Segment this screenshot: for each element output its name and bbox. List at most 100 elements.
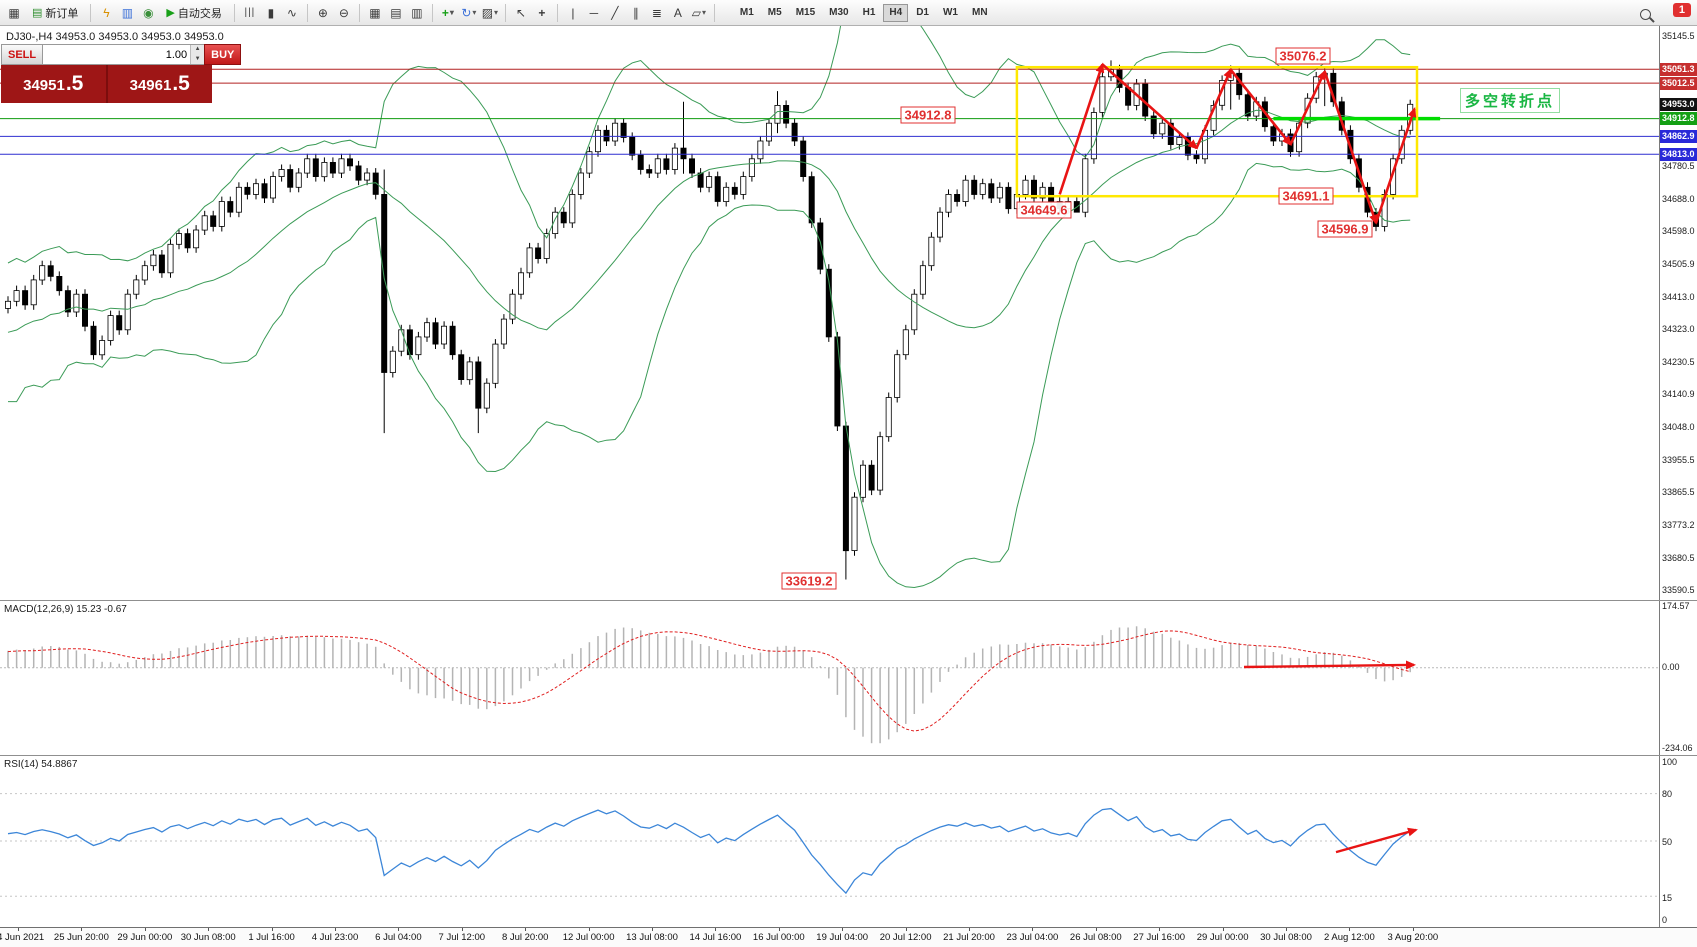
price-scale[interactable]: 35145.5 34780.5 34688.0 34598.0 34505.9 34413… xyxy=(1659,26,1697,927)
annotation-resistance-price[interactable]: 35076.2 xyxy=(1275,47,1331,65)
timeframe-m15[interactable]: M15 xyxy=(790,4,821,22)
time-tick xyxy=(969,928,970,931)
rsi-trend-arrow[interactable] xyxy=(1335,827,1418,854)
volume-up-button[interactable]: ▲ xyxy=(191,45,205,55)
annotation-swing-low-price[interactable]: 34596.9 xyxy=(1317,220,1373,238)
chart-template-icon[interactable]: ▨ ▾ xyxy=(480,3,500,23)
timeframe-h1[interactable]: H1 xyxy=(857,4,882,22)
rsi-indicator-chart[interactable] xyxy=(0,756,1659,927)
line-chart-icon[interactable]: ∿ xyxy=(282,3,302,23)
macd-scale-top: 174.57 xyxy=(1662,601,1690,611)
time-tick xyxy=(1159,928,1161,931)
toolbar-separator xyxy=(90,3,92,22)
main-price-chart[interactable] xyxy=(0,26,1659,601)
time-label: 12 Jul 00:00 xyxy=(562,932,615,943)
time-label: 6 Jul 04:00 xyxy=(375,932,422,943)
timeframe-h4[interactable]: H4 xyxy=(883,3,909,22)
search-button[interactable] xyxy=(1640,7,1651,25)
crosshair-icon[interactable]: + xyxy=(532,3,552,23)
rsi-scale-100: 100 xyxy=(1662,757,1678,767)
chart-window-icon[interactable]: ▥ xyxy=(117,3,137,23)
rsi-scale-0: 0 xyxy=(1662,915,1668,925)
annotation-major-low-price[interactable]: 33619.2 xyxy=(781,572,837,590)
market-watch-icon[interactable]: ◉ xyxy=(138,3,158,23)
zoom-in-icon[interactable]: ⊕ xyxy=(313,3,333,23)
auto-trading-button[interactable]: ▶ 自动交易 xyxy=(159,3,228,23)
panel-separator[interactable] xyxy=(0,600,1697,601)
tile-windows-icon[interactable]: ▦ xyxy=(365,3,385,23)
time-label: 8 Jul 20:00 xyxy=(501,932,549,943)
timeframe-m5[interactable]: M5 xyxy=(762,4,788,22)
one-click-trade-panel: SELL ▲ ▼ BUY 34951 .5 34961 .5 xyxy=(1,44,242,103)
bar-chart-icon[interactable]: ||| xyxy=(240,3,260,23)
toolbar: ▦ ▤ 新订单 ϟ ▥ ◉ ▶ 自动交易 ||| ▮ ∿ ⊕ ⊖ ▦ ▤ ▥ +… xyxy=(0,0,1697,26)
cursor-icon[interactable]: ↖ xyxy=(511,3,531,23)
time-label: 19 Jul 04:00 xyxy=(816,932,869,943)
search-icon xyxy=(1640,9,1651,20)
buy-button[interactable]: BUY xyxy=(204,44,242,65)
zigzag-arrow[interactable] xyxy=(1058,62,1105,195)
horizontal-line-tool-icon[interactable]: ─ xyxy=(584,3,604,23)
dropdown-icon: ▾ xyxy=(472,8,477,17)
volume-down-button[interactable]: ▼ xyxy=(191,54,205,64)
shapes-tool-icon[interactable]: ▱ ▾ xyxy=(689,3,709,23)
toolbar-separator xyxy=(358,3,360,22)
zoom-out-icon[interactable]: ⊖ xyxy=(334,3,354,23)
sell-button[interactable]: SELL xyxy=(1,44,44,65)
macd-indicator-chart[interactable] xyxy=(0,601,1659,755)
new-order-button[interactable]: ▤ 新订单 xyxy=(25,3,85,23)
volume-input[interactable] xyxy=(43,45,191,64)
panel-separator[interactable] xyxy=(0,755,1697,756)
annotation-pivot-price[interactable]: 34912.8 xyxy=(900,106,956,124)
time-tick xyxy=(715,928,717,931)
timeframe-m30[interactable]: M30 xyxy=(823,4,854,22)
annotation-turning-point-text[interactable]: 多空转折点 xyxy=(1460,88,1561,113)
annotation-support-price[interactable]: 34649.6 xyxy=(1016,201,1072,219)
arrange-windows-icon[interactable]: ▥ xyxy=(407,3,427,23)
consolidation-box[interactable] xyxy=(1015,65,1419,198)
price-tick: 34048.0 xyxy=(1662,422,1695,432)
time-tick xyxy=(1412,928,1414,931)
macd-trend-arrow[interactable] xyxy=(1243,660,1416,670)
price-tag-34813.0: 34813.0 xyxy=(1660,148,1697,161)
text-tool-icon[interactable]: A xyxy=(668,3,688,23)
dropdown-icon: ▾ xyxy=(701,8,706,17)
notification-badge[interactable]: 1 xyxy=(1672,3,1691,17)
time-tick xyxy=(778,928,780,931)
time-label: 4 Jul 23:00 xyxy=(311,932,359,943)
timeframe-mn[interactable]: MN xyxy=(966,4,994,22)
zigzag-arrow[interactable] xyxy=(1374,107,1417,224)
zigzag-arrow[interactable] xyxy=(1195,67,1232,149)
zigzag-arrow[interactable] xyxy=(1101,63,1198,150)
timeframe-w1[interactable]: W1 xyxy=(937,4,964,22)
time-tick xyxy=(652,928,653,931)
cascade-windows-icon[interactable]: ▤ xyxy=(386,3,406,23)
vertical-line-tool-icon[interactable]: | xyxy=(563,3,583,23)
time-axis[interactable]: 24 Jun 2021 25 Jun 20:00 29 Jun 00:00 30 Ju… xyxy=(0,927,1697,947)
zigzag-arrow[interactable] xyxy=(1229,68,1292,147)
timeframe-m1[interactable]: M1 xyxy=(734,4,760,22)
timeframe-group: M1 M5 M15 M30 H1 H4 D1 W1 MN xyxy=(734,3,994,22)
time-tick xyxy=(335,928,336,931)
time-label: 7 Jul 12:00 xyxy=(438,932,486,943)
refresh-icon[interactable]: ↻ ▾ xyxy=(459,3,479,23)
timeframe-d1[interactable]: D1 xyxy=(910,4,935,22)
annotation-box-bottom-price[interactable]: 34691.1 xyxy=(1278,187,1334,205)
new-order-label: 新订单 xyxy=(45,7,79,20)
auto-trading-icon: ▶ xyxy=(166,7,175,19)
new-chart-icon[interactable]: ▦ xyxy=(4,3,24,23)
trendline-tool-icon[interactable]: ╱ xyxy=(605,3,625,23)
add-indicator-icon[interactable]: + ▾ xyxy=(438,3,458,23)
channel-tool-icon[interactable]: ∥ xyxy=(626,3,646,23)
zigzag-arrow[interactable] xyxy=(1323,71,1378,225)
time-tick xyxy=(81,928,83,931)
zigzag-arrow[interactable] xyxy=(1289,69,1326,146)
macd-histogram xyxy=(7,626,1411,744)
time-tick xyxy=(144,928,146,931)
candlestick-chart-icon[interactable]: ▮ xyxy=(261,3,281,23)
price-tick: 33955.5 xyxy=(1662,455,1695,465)
lightning-icon[interactable]: ϟ xyxy=(96,3,116,23)
fibonacci-tool-icon[interactable]: ≣ xyxy=(647,3,667,23)
price-tick: 34323.0 xyxy=(1662,324,1695,334)
price-tick: 33590.5 xyxy=(1662,585,1695,595)
